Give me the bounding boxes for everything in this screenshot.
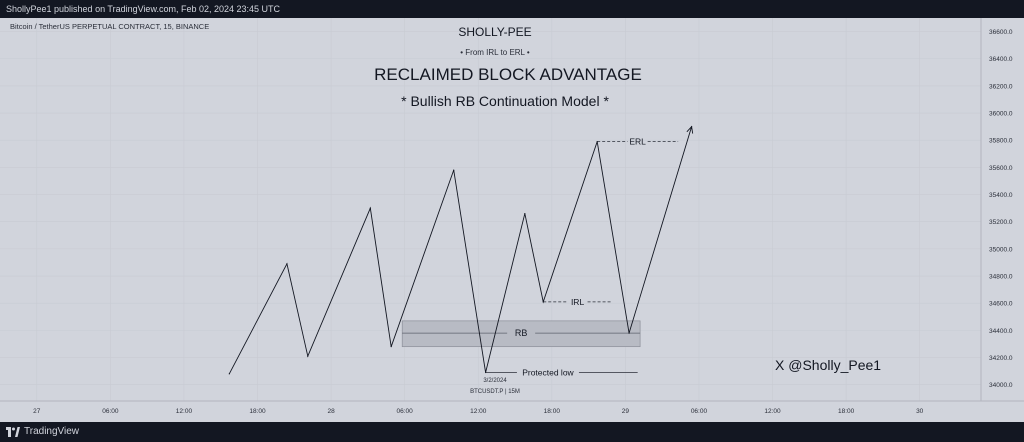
rb-label: RB xyxy=(515,328,528,338)
price-tick-label: 34000.0 xyxy=(989,382,1013,389)
date-stamp: 3/2/2024 xyxy=(483,378,507,384)
time-tick-label: 12:00 xyxy=(176,408,193,415)
price-path-point xyxy=(369,207,371,209)
price-tick-label: 35200.0 xyxy=(989,219,1013,226)
arrow-head xyxy=(686,125,694,134)
price-tick-label: 34800.0 xyxy=(989,274,1013,281)
watermark-handle: X @Sholly_Pee1 xyxy=(775,357,881,373)
footer-bar: TradingView xyxy=(0,422,1024,442)
price-path-point xyxy=(228,373,230,375)
symbol-info: Bitcoin / TetherUS PERPETUAL CONTRACT, 1… xyxy=(10,22,209,31)
tradingview-brand: TradingView xyxy=(24,426,80,437)
price-chart[interactable]: 36600.0 36400.0 36200.0 36000.0 35800.0 35600… xyxy=(0,18,1024,422)
price-tick-label: 35600.0 xyxy=(989,165,1013,172)
price-path-point xyxy=(628,332,630,334)
price-path-point xyxy=(484,371,487,374)
author-name: SHOLLY-PEE xyxy=(458,25,531,39)
price-tick-label: 36000.0 xyxy=(989,111,1013,118)
time-tick-label: 29 xyxy=(622,408,630,415)
price-path-point xyxy=(390,346,392,348)
rb-zone xyxy=(401,320,641,348)
price-path-point xyxy=(286,263,288,265)
price-path-point xyxy=(596,140,598,143)
tradingview-logo[interactable]: TradingView xyxy=(6,422,79,442)
price-tick-label: 35400.0 xyxy=(989,192,1013,199)
tagline: • From IRL to ERL • xyxy=(460,48,530,57)
time-tick-label: 18:00 xyxy=(544,408,561,415)
level-label-protected-low: Protected low xyxy=(522,367,574,377)
price-path-point xyxy=(307,355,309,357)
time-tick-label: 30 xyxy=(916,408,924,415)
time-tick-label: 18:00 xyxy=(838,408,855,415)
price-tick-label: 36600.0 xyxy=(989,29,1013,36)
level-label-irl: IRL xyxy=(571,297,585,307)
price-path-point xyxy=(524,212,526,215)
time-tick-label: 06:00 xyxy=(102,408,119,415)
publish-header: ShollyPee1 published on TradingView.com,… xyxy=(0,0,1024,18)
time-tick-label: 28 xyxy=(327,408,335,415)
level-label-erl: ERL xyxy=(629,137,646,147)
price-path-point xyxy=(453,169,455,171)
price-path-line xyxy=(228,126,693,375)
symbol-stamp: BTCUSDT.P | 15M xyxy=(470,389,520,395)
price-tick-label: 35000.0 xyxy=(989,246,1013,253)
price-tick-label: 34200.0 xyxy=(989,355,1013,362)
time-tick-label: 18:00 xyxy=(249,408,266,415)
publish-info: ShollyPee1 published on TradingView.com,… xyxy=(6,4,281,14)
time-tick-label: 27 xyxy=(33,408,41,415)
chart-title: RECLAIMED BLOCK ADVANTAGE xyxy=(374,65,642,84)
time-tick-label: 06:00 xyxy=(397,408,414,415)
price-tick-label: 34600.0 xyxy=(989,301,1013,308)
price-tick-label: 34400.0 xyxy=(989,328,1013,335)
time-tick-label: 12:00 xyxy=(764,408,781,415)
chart-area[interactable]: 36600.0 36400.0 36200.0 36000.0 35800.0 35600… xyxy=(0,18,1024,422)
tradingview-icon xyxy=(6,427,20,437)
chart-subtitle: * Bullish RB Continuation Model * xyxy=(401,93,609,109)
time-tick-label: 06:00 xyxy=(691,408,708,415)
price-tick-label: 36200.0 xyxy=(989,83,1013,90)
time-tick-label: 12:00 xyxy=(470,408,487,415)
price-path-point xyxy=(542,301,544,303)
price-tick-label: 35800.0 xyxy=(989,138,1013,145)
price-tick-label: 36400.0 xyxy=(989,56,1013,63)
